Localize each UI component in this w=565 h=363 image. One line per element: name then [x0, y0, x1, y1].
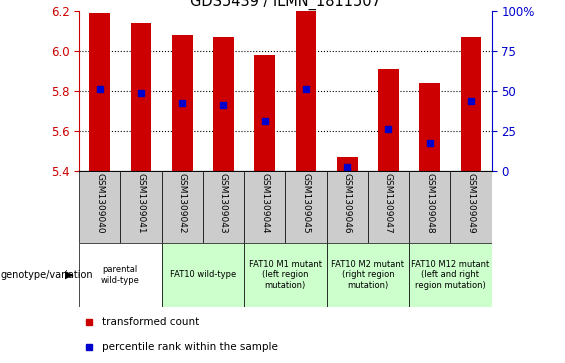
Bar — [327, 243, 409, 307]
Bar — [460, 37, 481, 171]
Bar — [213, 37, 234, 171]
Bar — [327, 171, 368, 243]
Text: GSM1309043: GSM1309043 — [219, 173, 228, 233]
Bar — [254, 55, 275, 171]
Bar — [378, 69, 399, 171]
Bar — [295, 11, 316, 171]
Bar — [419, 83, 440, 171]
Bar — [285, 171, 327, 243]
Bar — [244, 243, 327, 307]
Bar — [368, 171, 409, 243]
Bar — [162, 243, 244, 307]
Text: FAT10 M2 mutant
(right region
mutation): FAT10 M2 mutant (right region mutation) — [331, 260, 405, 290]
Bar — [79, 243, 162, 307]
Bar — [450, 171, 492, 243]
Text: GSM1309044: GSM1309044 — [260, 173, 269, 233]
Text: ▶: ▶ — [65, 270, 73, 280]
Bar — [89, 13, 110, 171]
Text: GSM1309040: GSM1309040 — [95, 173, 104, 233]
Text: GSM1309049: GSM1309049 — [467, 173, 475, 233]
Bar — [162, 171, 203, 243]
Title: GDS5439 / ILMN_1811507: GDS5439 / ILMN_1811507 — [190, 0, 381, 9]
Text: genotype/variation: genotype/variation — [1, 270, 93, 280]
Bar — [131, 23, 151, 171]
Bar — [244, 171, 285, 243]
Bar — [203, 171, 244, 243]
Bar — [120, 171, 162, 243]
Text: GSM1309047: GSM1309047 — [384, 173, 393, 233]
Text: parental
wild-type: parental wild-type — [101, 265, 140, 285]
Bar — [409, 171, 450, 243]
Bar — [172, 35, 193, 171]
Text: FAT10 M12 mutant
(left and right
region mutation): FAT10 M12 mutant (left and right region … — [411, 260, 489, 290]
Text: GSM1309041: GSM1309041 — [137, 173, 145, 233]
Text: FAT10 M1 mutant
(left region
mutation): FAT10 M1 mutant (left region mutation) — [249, 260, 322, 290]
Text: GSM1309045: GSM1309045 — [302, 173, 310, 233]
Text: transformed count: transformed count — [102, 318, 199, 327]
Bar — [79, 171, 120, 243]
Text: GSM1309042: GSM1309042 — [178, 173, 186, 233]
Text: FAT10 wild-type: FAT10 wild-type — [170, 270, 236, 280]
Bar — [337, 157, 358, 171]
Bar — [409, 243, 492, 307]
Text: GSM1309048: GSM1309048 — [425, 173, 434, 233]
Text: percentile rank within the sample: percentile rank within the sample — [102, 342, 277, 352]
Text: GSM1309046: GSM1309046 — [343, 173, 351, 233]
